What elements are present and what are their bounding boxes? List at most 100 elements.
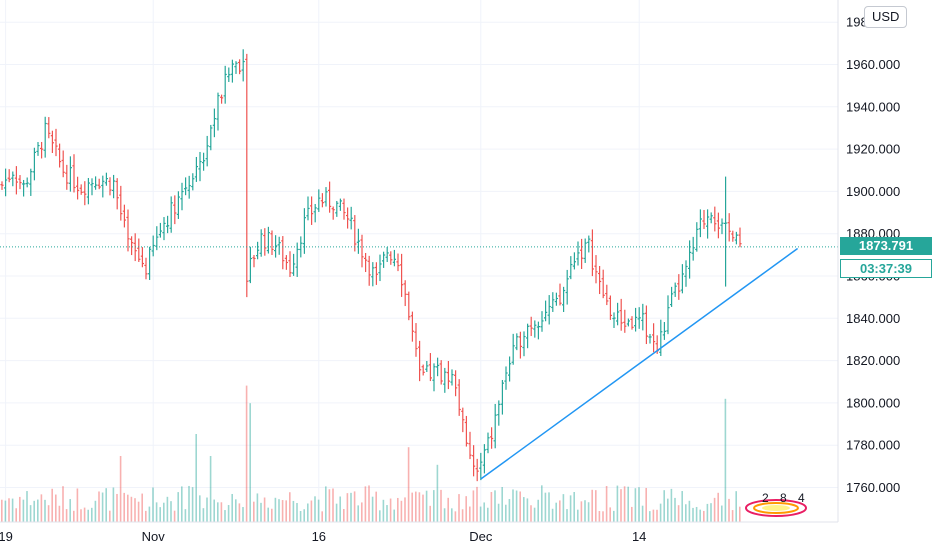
- ohlc-bar: [443, 367, 447, 393]
- ohlc-bar: [4, 168, 8, 197]
- ohlc-bar: [677, 274, 681, 300]
- ohlc-bar: [630, 316, 634, 330]
- ohlc-bar: [626, 318, 630, 327]
- volume-bar: [695, 506, 698, 522]
- ohlc-bar: [302, 208, 306, 254]
- ohlc-bar: [47, 117, 51, 139]
- volume-bar: [155, 502, 158, 522]
- ohlc-bar: [392, 249, 396, 267]
- volume-bar: [418, 492, 421, 522]
- price-axis[interactable]: 1760.000 1780.000 1800.000 1820.000 1840.000…: [846, 15, 900, 495]
- bar-countdown-label: 03:37:39: [840, 259, 932, 278]
- volume-bar: [285, 500, 287, 522]
- ohlc-bar: [738, 227, 742, 248]
- volume-bar: [55, 494, 57, 522]
- volume-bar: [328, 489, 331, 522]
- volume-bar: [94, 500, 97, 522]
- volume-bar: [663, 490, 665, 522]
- volume-bar: [260, 502, 262, 522]
- currency-badge[interactable]: USD: [864, 6, 908, 28]
- volume-bar: [440, 489, 442, 522]
- volume-bar: [476, 486, 478, 522]
- ohlc-bar: [256, 241, 260, 260]
- volume-bar: [339, 496, 341, 522]
- ohlc-bar: [252, 255, 256, 268]
- ohlc-bar: [317, 189, 321, 212]
- ohlc-bar: [40, 141, 44, 159]
- volume-bar: [227, 505, 230, 522]
- volume-bar: [123, 492, 125, 522]
- volume-bar: [231, 493, 233, 522]
- volume-bar: [119, 456, 122, 522]
- ohlc-bar: [418, 340, 422, 382]
- volume-bar: [721, 505, 723, 522]
- volume-bar: [292, 500, 295, 522]
- volume-bar: [713, 497, 716, 522]
- volume-bar: [717, 492, 719, 522]
- ohlc-bar: [32, 147, 36, 181]
- volume-bar: [98, 491, 100, 522]
- volume-bar: [209, 456, 212, 522]
- ohlc-bar: [94, 176, 98, 190]
- volume-bar: [469, 506, 471, 522]
- volume-bar: [519, 491, 521, 522]
- watermark-number: 2 8 4: [762, 491, 809, 505]
- ohlc-bar: [306, 196, 310, 221]
- ohlc-bar: [97, 178, 101, 190]
- volume-bar: [69, 499, 71, 522]
- ohlc-bar: [536, 321, 540, 340]
- time-axis[interactable]: 19 Nov 16 Dec 14: [0, 529, 646, 544]
- volume-bar: [37, 499, 39, 522]
- volume-bar: [411, 492, 413, 522]
- ohlc-bar: [385, 247, 389, 263]
- ohlc-bar: [727, 213, 731, 242]
- volume-bar: [688, 500, 691, 522]
- ohlc-bar: [720, 218, 724, 235]
- ohlc-bar: [223, 65, 227, 104]
- ohlc-bar: [25, 177, 29, 188]
- volume-bar: [433, 490, 435, 522]
- volume-bar: [307, 503, 309, 522]
- volume-bar: [173, 510, 176, 522]
- volume-bar: [451, 508, 453, 522]
- ohlc-bar: [374, 262, 378, 285]
- trendline[interactable]: [480, 247, 799, 480]
- volume-bar: [1, 499, 3, 522]
- ohlc-bar: [86, 177, 90, 205]
- ohlc-bar: [180, 182, 184, 211]
- volume-bar: [44, 499, 46, 522]
- volume-bar: [170, 501, 172, 522]
- volume-bar: [598, 511, 601, 522]
- ohlc-bar: [29, 168, 33, 196]
- volume-bar: [544, 492, 547, 522]
- ohlc-bar: [126, 209, 130, 252]
- volume-bar: [454, 511, 457, 522]
- ohlc-bar: [274, 235, 278, 258]
- volume-bar: [148, 506, 151, 522]
- volume-bar: [537, 499, 539, 522]
- volume-bar: [483, 502, 485, 522]
- volume-bar: [87, 509, 89, 522]
- x-tick-label: Nov: [142, 529, 166, 544]
- ohlc-bars: [0, 49, 742, 482]
- volume-bar: [728, 498, 730, 522]
- volume-bar: [541, 485, 543, 522]
- volume-bar: [105, 488, 107, 522]
- volume-bar: [616, 485, 619, 522]
- ohlc-bar: [324, 187, 328, 207]
- volume-bar: [191, 487, 194, 522]
- ohlc-bar: [36, 142, 40, 156]
- ohlc-bar: [731, 230, 735, 242]
- ohlc-bar: [565, 269, 569, 305]
- ohlc-bar: [162, 217, 166, 241]
- ohlc-bar: [238, 59, 242, 75]
- ohlc-bar: [353, 215, 357, 252]
- volume-bar: [350, 492, 352, 522]
- ohlc-bar: [454, 370, 458, 397]
- volume-bar: [267, 507, 269, 522]
- ohlc-bar: [79, 184, 83, 195]
- ohlc-bar: [734, 231, 738, 245]
- ohlc-bar: [320, 193, 324, 208]
- volume-bar: [112, 487, 115, 522]
